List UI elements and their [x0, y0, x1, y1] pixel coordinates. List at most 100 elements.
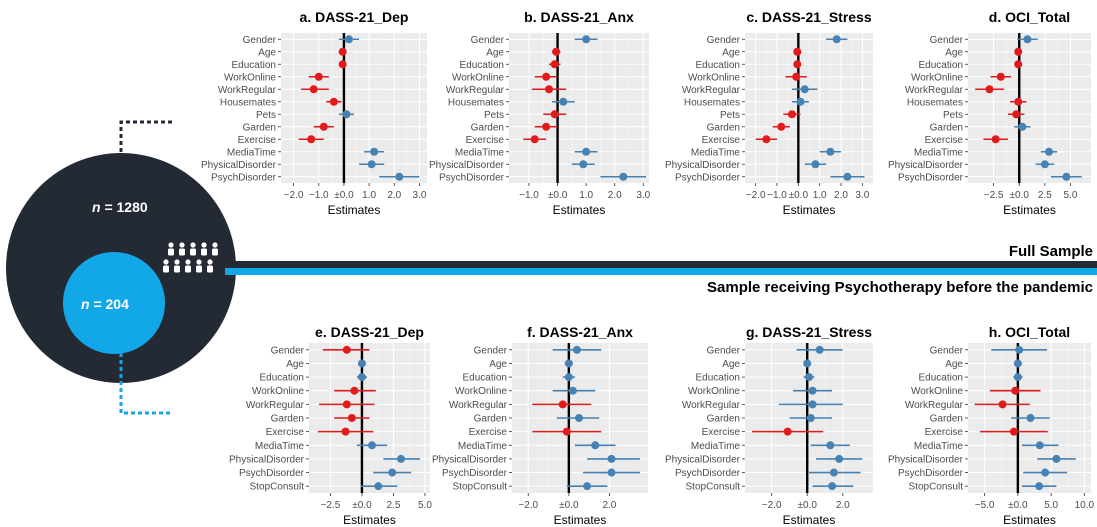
estimate-point-Education	[1013, 373, 1022, 382]
x-tick-label: 3.0	[855, 190, 869, 201]
estimate-point-StopConsult	[1035, 482, 1044, 491]
estimate-point-PhysicalDisorder	[579, 160, 588, 169]
estimate-point-Gender	[832, 35, 841, 44]
estimate-point-MediaTime	[1035, 441, 1044, 450]
y-tick-label-Gender: Gender	[474, 345, 508, 356]
estimate-point-Pets	[550, 110, 559, 119]
x-tick-label: −5.0	[975, 500, 995, 511]
estimate-point-Garden	[574, 414, 583, 422]
y-tick-label-PhysicalDisorder: PhysicalDisorder	[432, 454, 508, 465]
y-tick-label-PsychDisorder: PsychDisorder	[439, 172, 505, 183]
y-tick-label-Gender: Gender	[707, 345, 741, 356]
forest-panel-5: −2.5 ±0.0 2.5 5.0 Gender Age Education WorkOnli…	[229, 324, 432, 527]
estimate-point-Gender	[815, 345, 824, 354]
y-tick-label-PhysicalDisorder: PhysicalDisorder	[229, 454, 305, 465]
y-tick-label-Exercise: Exercise	[925, 135, 964, 146]
estimate-point-Exercise	[762, 135, 771, 144]
x-tick-label: 2.0	[608, 190, 622, 201]
forest-panel-3: −2.0 −1.0 ±0.0 1.0 2.0 3.0GenderAgeEducationW…	[665, 9, 873, 217]
y-tick-label-Education: Education	[260, 373, 304, 384]
y-tick-label-PhysicalDisorder: PhysicalDisorder	[665, 454, 741, 465]
estimate-point-Education	[1014, 60, 1023, 69]
estimate-point-Education	[564, 373, 573, 382]
y-tick-label-Exercise: Exercise	[266, 427, 305, 438]
y-tick-label-Garden: Garden	[930, 414, 963, 425]
y-tick-label-StopConsult: StopConsult	[909, 482, 964, 493]
x-tick-label: −1.0	[767, 190, 787, 201]
x-tick-label: 1.0	[362, 190, 376, 201]
y-tick-label-WorkOnline: WorkOnline	[252, 386, 304, 397]
estimate-point-MediaTime	[1044, 147, 1053, 156]
y-tick-label-WorkRegular: WorkRegular	[905, 85, 964, 96]
x-tick-label: 1.0	[813, 190, 827, 201]
psychotherapy-sample-label: Sample receiving Psychotherapy before th…	[707, 279, 1093, 296]
y-tick-label-WorkRegular: WorkRegular	[449, 400, 508, 411]
n-psy-value: = 204	[90, 296, 130, 312]
y-tick-label-PhysicalDisorder: PhysicalDisorder	[201, 160, 277, 171]
y-tick-label-Gender: Gender	[471, 35, 505, 46]
estimate-point-Age	[1014, 47, 1023, 56]
estimate-point-PsychDisorder	[388, 468, 397, 477]
y-tick-label-Education: Education	[919, 60, 963, 71]
y-tick-label-WorkOnline: WorkOnline	[452, 72, 504, 83]
y-tick-label-WorkOnline: WorkOnline	[911, 72, 963, 83]
y-tick-label-Gender: Gender	[707, 35, 741, 46]
estimate-point-Age	[1013, 359, 1022, 368]
x-tick-label: −2.0	[762, 500, 782, 511]
estimate-point-WorkOnline	[568, 386, 577, 395]
x-tick-label: ±0.0	[789, 190, 809, 201]
y-tick-label-StopConsult: StopConsult	[686, 482, 741, 493]
estimate-point-Pets	[1012, 110, 1021, 119]
estimate-point-PsychDisorder	[843, 172, 852, 181]
x-axis-label: Estimates	[328, 203, 381, 217]
estimate-point-WorkRegular	[545, 85, 553, 94]
y-tick-label-MediaTime: MediaTime	[255, 441, 305, 452]
estimate-point-PhysicalDisorder	[607, 454, 616, 463]
estimate-point-Age	[803, 359, 812, 368]
estimate-point-Pets	[787, 110, 796, 119]
estimate-point-Age	[357, 359, 366, 368]
x-tick-label: 10.0	[1075, 500, 1095, 511]
y-tick-label-Education: Education	[460, 60, 504, 71]
x-tick-label: 2.5	[1038, 190, 1052, 201]
estimate-point-WorkOnline	[792, 72, 801, 81]
full-sample-label: Full Sample	[1009, 243, 1093, 260]
estimate-point-Exercise	[341, 427, 350, 436]
estimate-point-Exercise	[783, 427, 792, 436]
estimate-point-Housemates	[559, 97, 568, 106]
estimate-point-Garden	[1018, 122, 1027, 131]
y-tick-label-Education: Education	[463, 373, 507, 384]
x-tick-label: 5.0	[1044, 500, 1058, 511]
estimate-point-Gender	[342, 345, 351, 354]
psychotherapy-band	[225, 268, 1097, 275]
y-tick-label-StopConsult: StopConsult	[250, 482, 305, 493]
y-tick-label-MediaTime: MediaTime	[455, 147, 505, 158]
x-axis-label: Estimates	[553, 203, 606, 217]
y-tick-label-MediaTime: MediaTime	[914, 441, 964, 452]
forest-panel-6: −2.0 ±0.0 2.0 Gender Age Education WorkOnline W…	[432, 324, 648, 527]
y-tick-label-WorkRegular: WorkRegular	[246, 400, 305, 411]
y-tick-label-WorkRegular: WorkRegular	[682, 400, 741, 411]
estimate-point-Exercise	[991, 135, 1000, 144]
x-axis-label: Estimates	[343, 513, 396, 527]
estimate-point-Age	[793, 47, 802, 56]
estimate-point-Garden	[347, 414, 356, 422]
estimate-point-Gender	[344, 35, 353, 44]
estimate-point-Exercise	[562, 427, 571, 436]
panel-background	[968, 33, 1091, 183]
estimate-point-PsychDisorder	[829, 468, 838, 477]
y-tick-label-WorkOnline: WorkOnline	[688, 386, 740, 397]
estimate-point-WorkOnline	[808, 386, 817, 395]
y-tick-label-Education: Education	[696, 60, 740, 71]
n-symbol-psy: n	[81, 296, 90, 312]
estimate-point-PhysicalDisorder	[835, 454, 844, 463]
y-tick-label-Exercise: Exercise	[469, 427, 508, 438]
y-tick-label-PhysicalDisorder: PhysicalDisorder	[888, 454, 964, 465]
x-tick-label: 2.0	[387, 190, 401, 201]
full-sample-n-label: n = 1280	[92, 199, 148, 215]
estimate-point-Gender	[1023, 35, 1032, 44]
y-tick-label-Exercise: Exercise	[466, 135, 505, 146]
y-tick-label-WorkOnline: WorkOnline	[455, 386, 507, 397]
estimate-point-StopConsult	[583, 482, 592, 491]
